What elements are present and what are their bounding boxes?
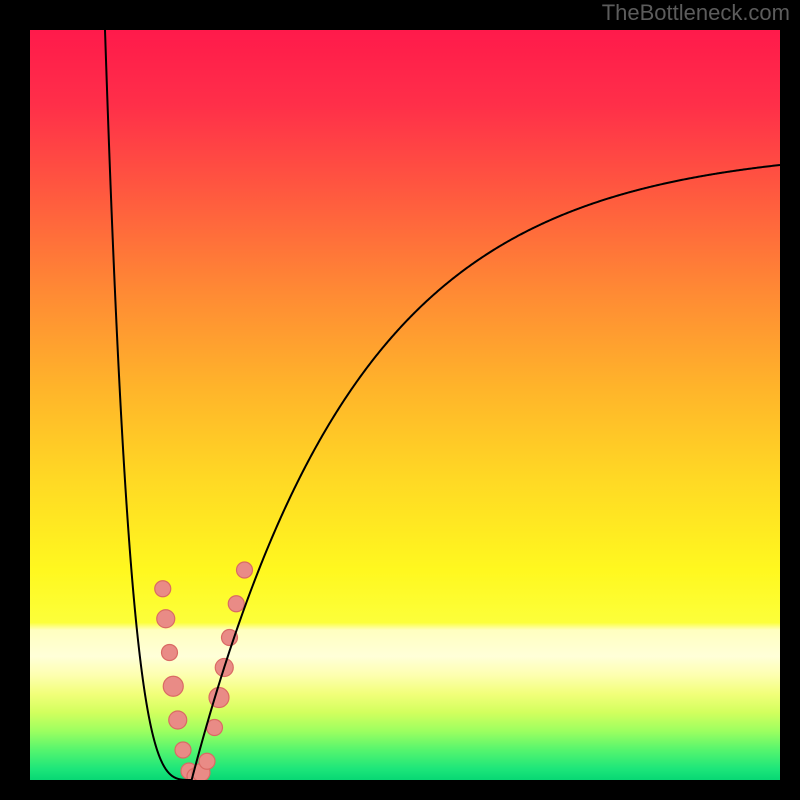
- curve-layer: [30, 30, 780, 780]
- plot-area: [30, 30, 780, 780]
- data-marker: [199, 753, 215, 769]
- data-marker: [228, 596, 244, 612]
- data-marker: [207, 720, 223, 736]
- data-marker: [163, 676, 183, 696]
- data-marker: [162, 645, 178, 661]
- bottleneck-curve: [105, 30, 780, 780]
- frame-border-right: [780, 0, 800, 800]
- data-marker: [169, 711, 187, 729]
- attribution-text: TheBottleneck.com: [602, 0, 790, 26]
- data-marker: [157, 610, 175, 628]
- marker-group: [155, 562, 253, 780]
- frame-border-left: [0, 0, 30, 800]
- data-marker: [155, 581, 171, 597]
- data-marker: [175, 742, 191, 758]
- frame-border-bottom: [0, 780, 800, 800]
- data-marker: [237, 562, 253, 578]
- chart-frame: TheBottleneck.com: [0, 0, 800, 800]
